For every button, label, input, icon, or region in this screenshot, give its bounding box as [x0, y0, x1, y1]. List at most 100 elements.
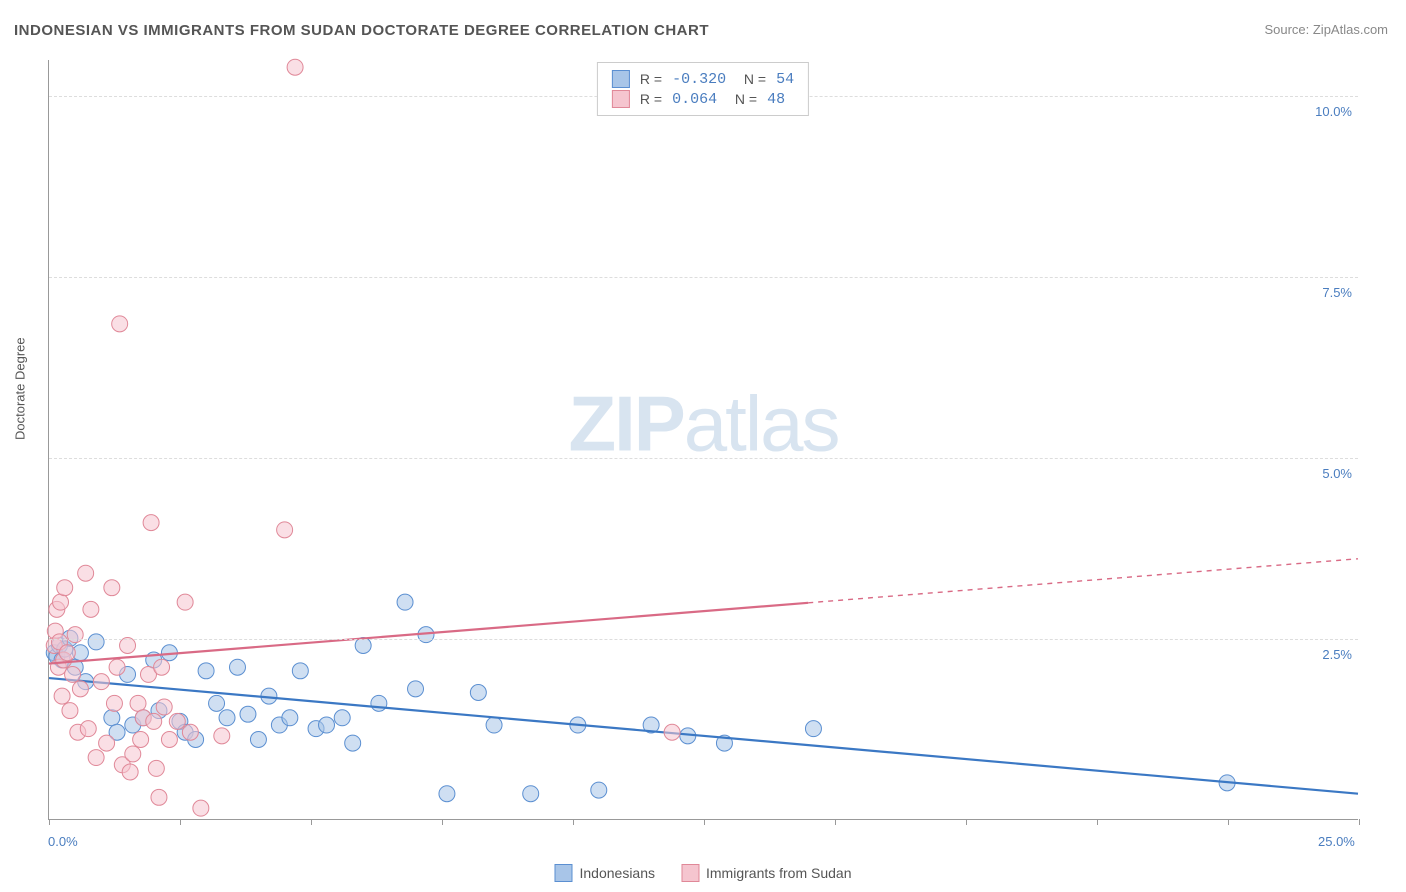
scatter-point — [230, 659, 246, 675]
scatter-point — [277, 522, 293, 538]
scatter-point — [182, 724, 198, 740]
stat-r-label: R = — [640, 91, 662, 107]
stat-r-label: R = — [640, 71, 662, 87]
scatter-point — [198, 663, 214, 679]
scatter-point — [148, 760, 164, 776]
scatter-point — [104, 580, 120, 596]
scatter-point — [112, 316, 128, 332]
scatter-point — [486, 717, 502, 733]
scatter-point — [57, 580, 73, 596]
scatter-point — [88, 750, 104, 766]
scatter-point — [805, 721, 821, 737]
chart-container: INDONESIAN VS IMMIGRANTS FROM SUDAN DOCT… — [0, 0, 1406, 892]
legend-item: Immigrants from Sudan — [681, 864, 852, 882]
scatter-point — [67, 627, 83, 643]
scatter-point — [54, 688, 70, 704]
trend-line — [49, 603, 808, 664]
x-tick — [1228, 819, 1229, 825]
x-tick — [311, 819, 312, 825]
scatter-point — [664, 724, 680, 740]
gridline — [49, 458, 1358, 459]
scatter-point — [282, 710, 298, 726]
scatter-point — [591, 782, 607, 798]
scatter-point — [240, 706, 256, 722]
stats-row: R = -0.320 N = 54 — [612, 69, 794, 89]
scatter-point — [146, 713, 162, 729]
scatter-point — [439, 786, 455, 802]
bottom-legend: Indonesians Immigrants from Sudan — [554, 864, 851, 882]
x-tick — [1359, 819, 1360, 825]
scatter-point — [80, 721, 96, 737]
scatter-point — [193, 800, 209, 816]
plot-area: ZIPatlas 2.5%5.0%7.5%10.0% — [48, 60, 1358, 820]
legend-label: Indonesians — [579, 865, 655, 881]
scatter-point — [334, 710, 350, 726]
scatter-point — [53, 594, 69, 610]
x-tick — [1097, 819, 1098, 825]
x-tick-label: 25.0% — [1318, 834, 1355, 849]
scatter-point — [72, 681, 88, 697]
scatter-svg — [49, 60, 1358, 819]
scatter-point — [397, 594, 413, 610]
scatter-point — [219, 710, 235, 726]
chart-title: INDONESIAN VS IMMIGRANTS FROM SUDAN DOCT… — [14, 22, 709, 39]
scatter-point — [65, 666, 81, 682]
legend-item: Indonesians — [554, 864, 655, 882]
scatter-point — [154, 659, 170, 675]
x-tick — [966, 819, 967, 825]
scatter-point — [209, 695, 225, 711]
y-tick-label: 10.0% — [1315, 104, 1352, 119]
x-tick — [835, 819, 836, 825]
trend-line — [49, 678, 1358, 794]
scatter-point — [151, 789, 167, 805]
scatter-point — [125, 746, 141, 762]
scatter-point — [371, 695, 387, 711]
x-tick — [180, 819, 181, 825]
source-attribution: Source: ZipAtlas.com — [1264, 22, 1388, 37]
scatter-point — [106, 695, 122, 711]
scatter-point — [104, 710, 120, 726]
x-tick — [49, 819, 50, 825]
x-tick — [442, 819, 443, 825]
scatter-point — [99, 735, 115, 751]
legend-swatch — [554, 864, 572, 882]
scatter-point — [169, 713, 185, 729]
scatter-point — [130, 695, 146, 711]
y-tick-label: 7.5% — [1322, 285, 1352, 300]
y-axis-title: Doctorate Degree — [13, 337, 28, 440]
series-swatch — [612, 70, 630, 88]
scatter-point — [214, 728, 230, 744]
scatter-point — [59, 645, 75, 661]
scatter-point — [319, 717, 335, 733]
correlation-stats-box: R = -0.320 N = 54R = 0.064 N = 48 — [597, 62, 809, 116]
scatter-point — [109, 659, 125, 675]
gridline — [49, 277, 1358, 278]
x-tick-label: 0.0% — [48, 834, 78, 849]
scatter-point — [345, 735, 361, 751]
x-tick — [573, 819, 574, 825]
scatter-point — [250, 731, 266, 747]
stats-row: R = 0.064 N = 48 — [612, 89, 794, 109]
stat-n-value: 48 — [767, 91, 785, 108]
legend-swatch — [681, 864, 699, 882]
series-swatch — [612, 90, 630, 108]
x-tick — [704, 819, 705, 825]
stat-r-value: 0.064 — [672, 91, 717, 108]
scatter-point — [88, 634, 104, 650]
scatter-point — [83, 601, 99, 617]
trend-line-dashed — [808, 559, 1358, 603]
scatter-point — [408, 681, 424, 697]
scatter-point — [78, 565, 94, 581]
scatter-point — [161, 731, 177, 747]
y-tick-label: 5.0% — [1322, 466, 1352, 481]
legend-label: Immigrants from Sudan — [706, 865, 852, 881]
stat-n-label: N = — [727, 91, 757, 107]
stat-r-value: -0.320 — [672, 71, 726, 88]
scatter-point — [523, 786, 539, 802]
scatter-point — [122, 764, 138, 780]
gridline — [49, 639, 1358, 640]
scatter-point — [156, 699, 172, 715]
scatter-point — [177, 594, 193, 610]
scatter-point — [470, 685, 486, 701]
stat-n-label: N = — [736, 71, 766, 87]
